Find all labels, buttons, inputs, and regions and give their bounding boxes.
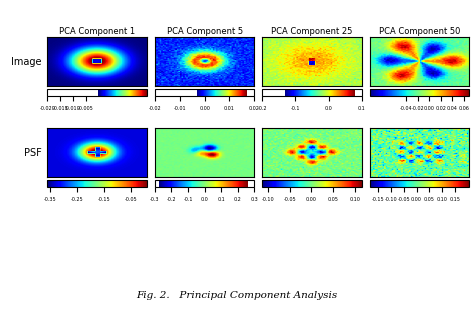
Y-axis label: PSF: PSF [24,148,42,158]
Y-axis label: Image: Image [11,57,42,67]
Title: PCA Component 5: PCA Component 5 [166,27,243,36]
Text: Fig. 2.   Principal Component Analysis: Fig. 2. Principal Component Analysis [137,291,337,300]
Title: PCA Component 1: PCA Component 1 [59,27,135,36]
Title: PCA Component 25: PCA Component 25 [272,27,353,36]
Title: PCA Component 50: PCA Component 50 [379,27,460,36]
